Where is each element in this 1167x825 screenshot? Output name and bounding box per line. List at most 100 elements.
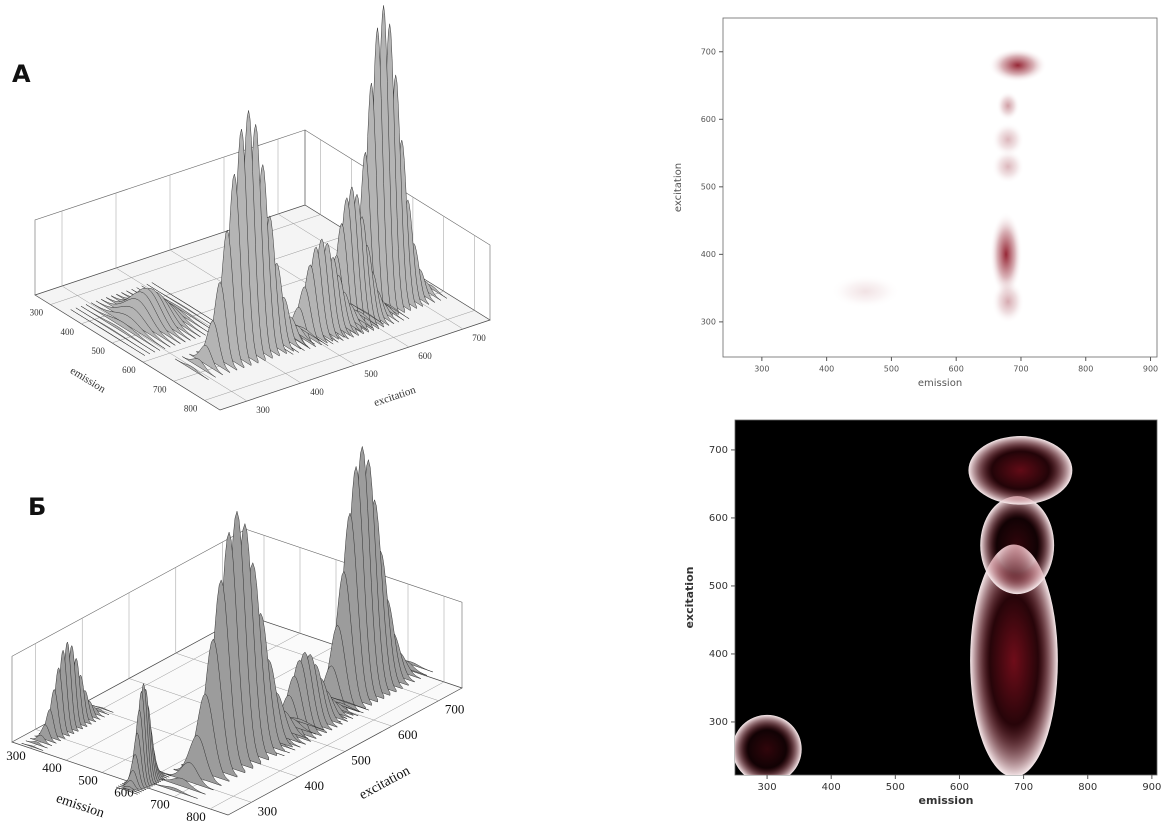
x-tick-label: 800 bbox=[186, 809, 206, 824]
x-tick-label: 700 bbox=[1014, 782, 1033, 793]
surface-slice bbox=[34, 724, 57, 744]
blobs bbox=[830, 48, 1047, 324]
x-axis-label: emission bbox=[68, 365, 108, 396]
surface-slice bbox=[30, 734, 53, 747]
surface-slice bbox=[85, 303, 161, 351]
blobs bbox=[735, 436, 1073, 775]
surface-slice bbox=[174, 358, 209, 381]
contour-blob bbox=[988, 48, 1047, 83]
y-tick-label: 700 bbox=[709, 445, 728, 456]
contour-blob bbox=[968, 436, 1073, 505]
y-tick-label: 700 bbox=[472, 333, 486, 343]
contour-blob bbox=[991, 279, 1025, 324]
x-tick-label: 300 bbox=[6, 748, 26, 763]
y-tick-label: 400 bbox=[310, 387, 324, 397]
contour-blob bbox=[970, 544, 1058, 775]
x-tick-label: 300 bbox=[758, 782, 777, 793]
y-tick-label: 700 bbox=[701, 47, 716, 56]
x-tick-label: 500 bbox=[884, 365, 899, 374]
contour-plot: 300 400 500 600 700 800 900 300 400 500 600 700 emis… bbox=[673, 17, 1158, 389]
grid-line bbox=[209, 596, 445, 810]
y-tick-label: 400 bbox=[304, 778, 324, 793]
y-tick-label: 600 bbox=[418, 351, 432, 361]
surface-slice bbox=[149, 782, 198, 799]
peak bbox=[21, 641, 114, 751]
x-tick-label: 800 bbox=[184, 403, 198, 413]
surface-plot: А 300 400 500 600 700 800 300 400 500 600 700 emissi… bbox=[12, 5, 491, 415]
surface-slice bbox=[21, 742, 44, 751]
surface-slice bbox=[350, 303, 385, 325]
x-tick-label: 700 bbox=[153, 384, 167, 394]
contour-blob bbox=[991, 122, 1025, 157]
y-axis-label: excitation bbox=[683, 567, 696, 629]
contour-blob bbox=[980, 496, 1055, 595]
y-tick-label: 600 bbox=[398, 727, 418, 742]
x-tick-label: 900 bbox=[1143, 365, 1158, 374]
x-tick-label: 400 bbox=[61, 327, 75, 337]
x-tick-label: 500 bbox=[78, 772, 98, 787]
y-tick-label: 500 bbox=[351, 752, 371, 767]
grid-line bbox=[29, 535, 265, 749]
x-tick-label: 300 bbox=[754, 365, 769, 374]
surface-slice bbox=[189, 344, 223, 376]
panel-label: А bbox=[12, 60, 31, 88]
grid-line bbox=[204, 235, 475, 401]
surface-slice bbox=[91, 704, 114, 713]
x-tick-label: 700 bbox=[150, 797, 170, 812]
y-tick-label: 500 bbox=[701, 182, 716, 191]
surface-slice bbox=[182, 356, 216, 378]
y-tick-label: 500 bbox=[364, 369, 378, 379]
y-tick-label: 300 bbox=[258, 803, 278, 818]
surface-slice bbox=[325, 695, 369, 711]
surface-slice bbox=[122, 770, 145, 792]
y-axis-label: excitation bbox=[357, 763, 413, 803]
surface-slice bbox=[80, 305, 156, 353]
y-tick-label: 300 bbox=[709, 717, 728, 728]
surface-slice bbox=[165, 762, 214, 791]
peak bbox=[70, 282, 227, 357]
x-tick-label: 900 bbox=[1142, 782, 1161, 793]
panel-label: Б bbox=[28, 493, 46, 521]
contour-blob bbox=[991, 149, 1025, 184]
x-tick-label: 800 bbox=[1078, 365, 1093, 374]
x-axis-label: emission bbox=[919, 794, 974, 807]
x-tick-label: 600 bbox=[949, 365, 964, 374]
y-axis-label: excitation bbox=[372, 384, 417, 409]
surface-slice bbox=[75, 307, 151, 355]
x-axis-label: emission bbox=[54, 791, 106, 821]
y-tick-label: 600 bbox=[709, 513, 728, 524]
x-tick-label: 600 bbox=[122, 365, 136, 375]
peak bbox=[174, 110, 323, 381]
contour-blob bbox=[735, 714, 802, 775]
contour-blob bbox=[989, 211, 1023, 297]
peak bbox=[149, 510, 325, 799]
plot-background bbox=[734, 419, 1158, 776]
y-tick-label: 700 bbox=[445, 702, 465, 717]
y-tick-label: 400 bbox=[701, 250, 716, 259]
y-tick-label: 300 bbox=[256, 405, 270, 415]
surface-slice bbox=[70, 309, 146, 357]
contour-plot: 300 400 500 600 700 800 900 300 400 500 600 700 emis… bbox=[683, 419, 1161, 807]
x-axis-label: emission bbox=[918, 378, 962, 389]
contour-blob bbox=[996, 91, 1020, 121]
y-tick-label: 300 bbox=[701, 317, 716, 326]
x-tick-label: 600 bbox=[950, 782, 969, 793]
x-tick-label: 300 bbox=[30, 308, 44, 318]
surface-slice bbox=[118, 785, 140, 794]
surface-slice bbox=[120, 780, 142, 793]
grid-line bbox=[61, 211, 248, 402]
x-tick-label: 800 bbox=[1078, 782, 1097, 793]
contour-blob bbox=[830, 274, 901, 309]
y-tick-label: 400 bbox=[709, 649, 728, 660]
y-tick-label: 600 bbox=[701, 115, 716, 124]
y-axis-label: excitation bbox=[673, 163, 684, 212]
x-tick-label: 500 bbox=[886, 782, 905, 793]
x-tick-label: 400 bbox=[819, 365, 834, 374]
x-tick-label: 400 bbox=[42, 760, 62, 775]
x-tick-label: 700 bbox=[1013, 365, 1028, 374]
y-tick-label: 500 bbox=[709, 581, 728, 592]
grid-line bbox=[50, 139, 321, 305]
surface-slice bbox=[115, 786, 138, 795]
